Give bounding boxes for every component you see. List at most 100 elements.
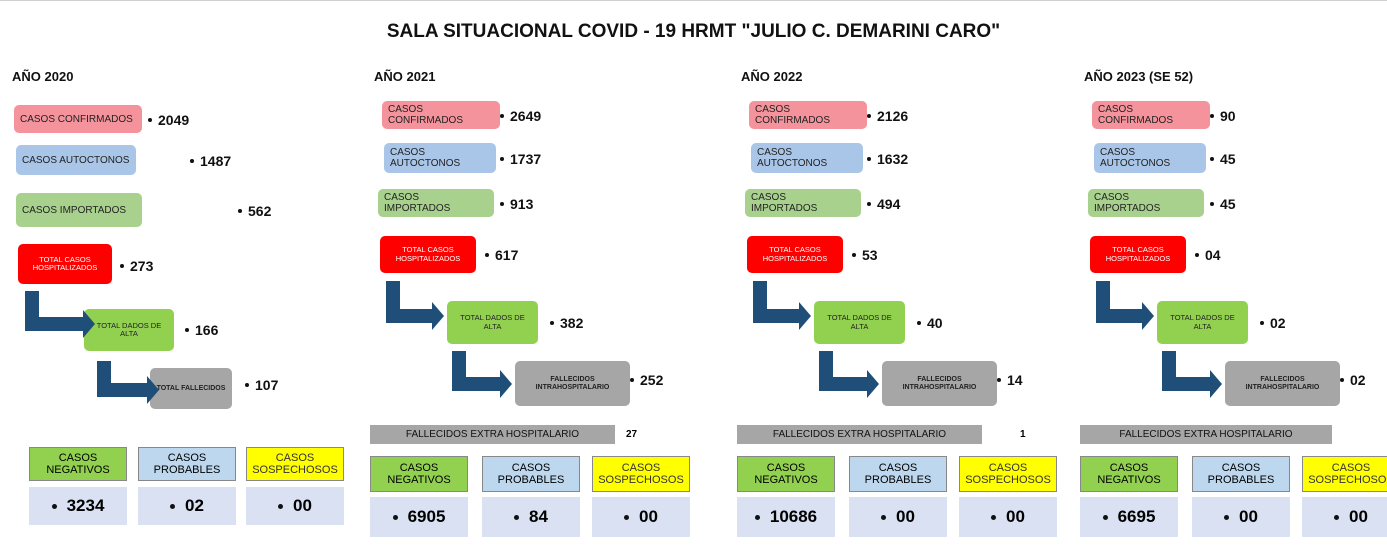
case-value: 2126 — [867, 108, 908, 124]
case-value: 2049 — [148, 112, 189, 128]
test-label: CASOS SOSPECHOSOS — [1302, 456, 1387, 492]
value: 562 — [248, 203, 272, 219]
year-column: AÑO 2022 CASOS CONFIRMADOS 2126 CASOS AUTOC… — [737, 1, 1082, 548]
test-label: CASOS PROBABLES — [482, 456, 580, 492]
value: 00 — [639, 507, 658, 526]
value: 273 — [130, 258, 154, 274]
alta-value: 40 — [917, 315, 943, 331]
bullet — [867, 114, 871, 118]
case-label: CASOS AUTOCTONOS — [751, 143, 863, 173]
alta-value: 02 — [1260, 315, 1286, 331]
bullet — [1102, 514, 1108, 520]
extra-label: FALLECIDOS EXTRA HOSPITALARIO — [737, 425, 982, 444]
hospitalizados-value: 53 — [852, 247, 878, 263]
bullet — [170, 503, 176, 509]
value: 1487 — [200, 153, 232, 169]
arrow — [819, 351, 879, 398]
value: 02 — [185, 496, 204, 515]
case-value: 45 — [1210, 151, 1236, 167]
test-label: CASOS PROBABLES — [849, 456, 947, 492]
test-value: 84 — [482, 497, 580, 537]
test-value: 00 — [1302, 497, 1387, 537]
hospitalizados-value: 273 — [120, 258, 153, 274]
bullet — [917, 321, 921, 325]
bullet — [1340, 378, 1344, 382]
test-label: CASOS PROBABLES — [138, 447, 236, 481]
bullet — [881, 514, 887, 520]
value: 00 — [1006, 507, 1025, 526]
bullet — [185, 328, 189, 332]
case-label: CASOS CONFIRMADOS — [749, 101, 867, 129]
bullet — [500, 157, 504, 161]
value: 00 — [293, 496, 312, 515]
test-value: 3234 — [29, 487, 127, 525]
value: 90 — [1220, 108, 1236, 124]
bullet — [485, 253, 489, 257]
test-label: CASOS NEGATIVOS — [1080, 456, 1178, 492]
test-value: 02 — [138, 487, 236, 525]
case-label: CASOS CONFIRMADOS — [382, 101, 500, 129]
arrow — [25, 291, 95, 338]
hospitalizados-label: TOTAL CASOS HOSPITALIZADOS — [380, 236, 476, 273]
case-label: CASOS IMPORTADOS — [1088, 189, 1204, 217]
value: 1737 — [510, 151, 542, 167]
value: 53 — [862, 247, 878, 263]
value: 107 — [255, 377, 279, 393]
case-label: CASOS IMPORTADOS — [378, 189, 494, 217]
bullet — [1260, 321, 1264, 325]
bullet — [630, 378, 634, 382]
value: 494 — [877, 196, 901, 212]
value: 382 — [560, 315, 584, 331]
bullet — [51, 503, 57, 509]
bullet — [500, 202, 504, 206]
test-value: 00 — [246, 487, 344, 525]
test-value: 00 — [959, 497, 1057, 537]
value: 3234 — [66, 496, 105, 515]
arrows — [753, 281, 879, 398]
fallecidos-value: 14 — [997, 372, 1023, 388]
test-label: CASOS SOSPECHOSOS — [246, 447, 344, 481]
value: 6905 — [407, 507, 446, 526]
test-value: 00 — [849, 497, 947, 537]
test-value: 00 — [592, 497, 690, 537]
alta-label: TOTAL DADOS DE ALTA — [84, 309, 174, 351]
case-label: CASOS IMPORTADOS — [16, 193, 142, 227]
arrow — [386, 281, 444, 330]
value: 00 — [1239, 507, 1258, 526]
arrows — [1096, 281, 1222, 398]
test-label: CASOS NEGATIVOS — [370, 456, 468, 492]
test-value: 00 — [1192, 497, 1290, 537]
arrow — [1096, 281, 1154, 330]
alta-value: 166 — [185, 322, 218, 338]
alta-label: TOTAL DADOS DE ALTA — [1157, 301, 1248, 344]
hospitalizados-value: 04 — [1195, 247, 1221, 263]
fallecidos-value: 252 — [630, 372, 663, 388]
test-label: CASOS NEGATIVOS — [29, 447, 127, 481]
bullet — [754, 514, 760, 520]
case-value: 494 — [867, 196, 900, 212]
alta-label: TOTAL DADOS DE ALTA — [814, 301, 905, 344]
hospitalizados-label: TOTAL CASOS HOSPITALIZADOS — [747, 236, 843, 273]
test-value: 10686 — [737, 497, 835, 537]
value: 2649 — [510, 108, 542, 124]
case-label: CASOS AUTOCTONOS — [16, 145, 136, 175]
bullet — [278, 503, 284, 509]
value: 84 — [529, 507, 548, 526]
arrows — [25, 291, 159, 404]
value: 913 — [510, 196, 534, 212]
case-value: 2649 — [500, 108, 541, 124]
value: 166 — [195, 322, 219, 338]
test-label: CASOS NEGATIVOS — [737, 456, 835, 492]
arrow — [753, 281, 811, 330]
value: 00 — [1349, 507, 1368, 526]
bullet — [1224, 514, 1230, 520]
case-value: 913 — [500, 196, 533, 212]
value: 04 — [1205, 247, 1221, 263]
extra-value: 1 — [1020, 429, 1026, 440]
fallecidos-value: 02 — [1340, 372, 1366, 388]
case-value: 562 — [238, 203, 271, 219]
value: 14 — [1007, 372, 1023, 388]
alta-value: 382 — [550, 315, 583, 331]
value: 45 — [1220, 151, 1236, 167]
value: 252 — [640, 372, 664, 388]
